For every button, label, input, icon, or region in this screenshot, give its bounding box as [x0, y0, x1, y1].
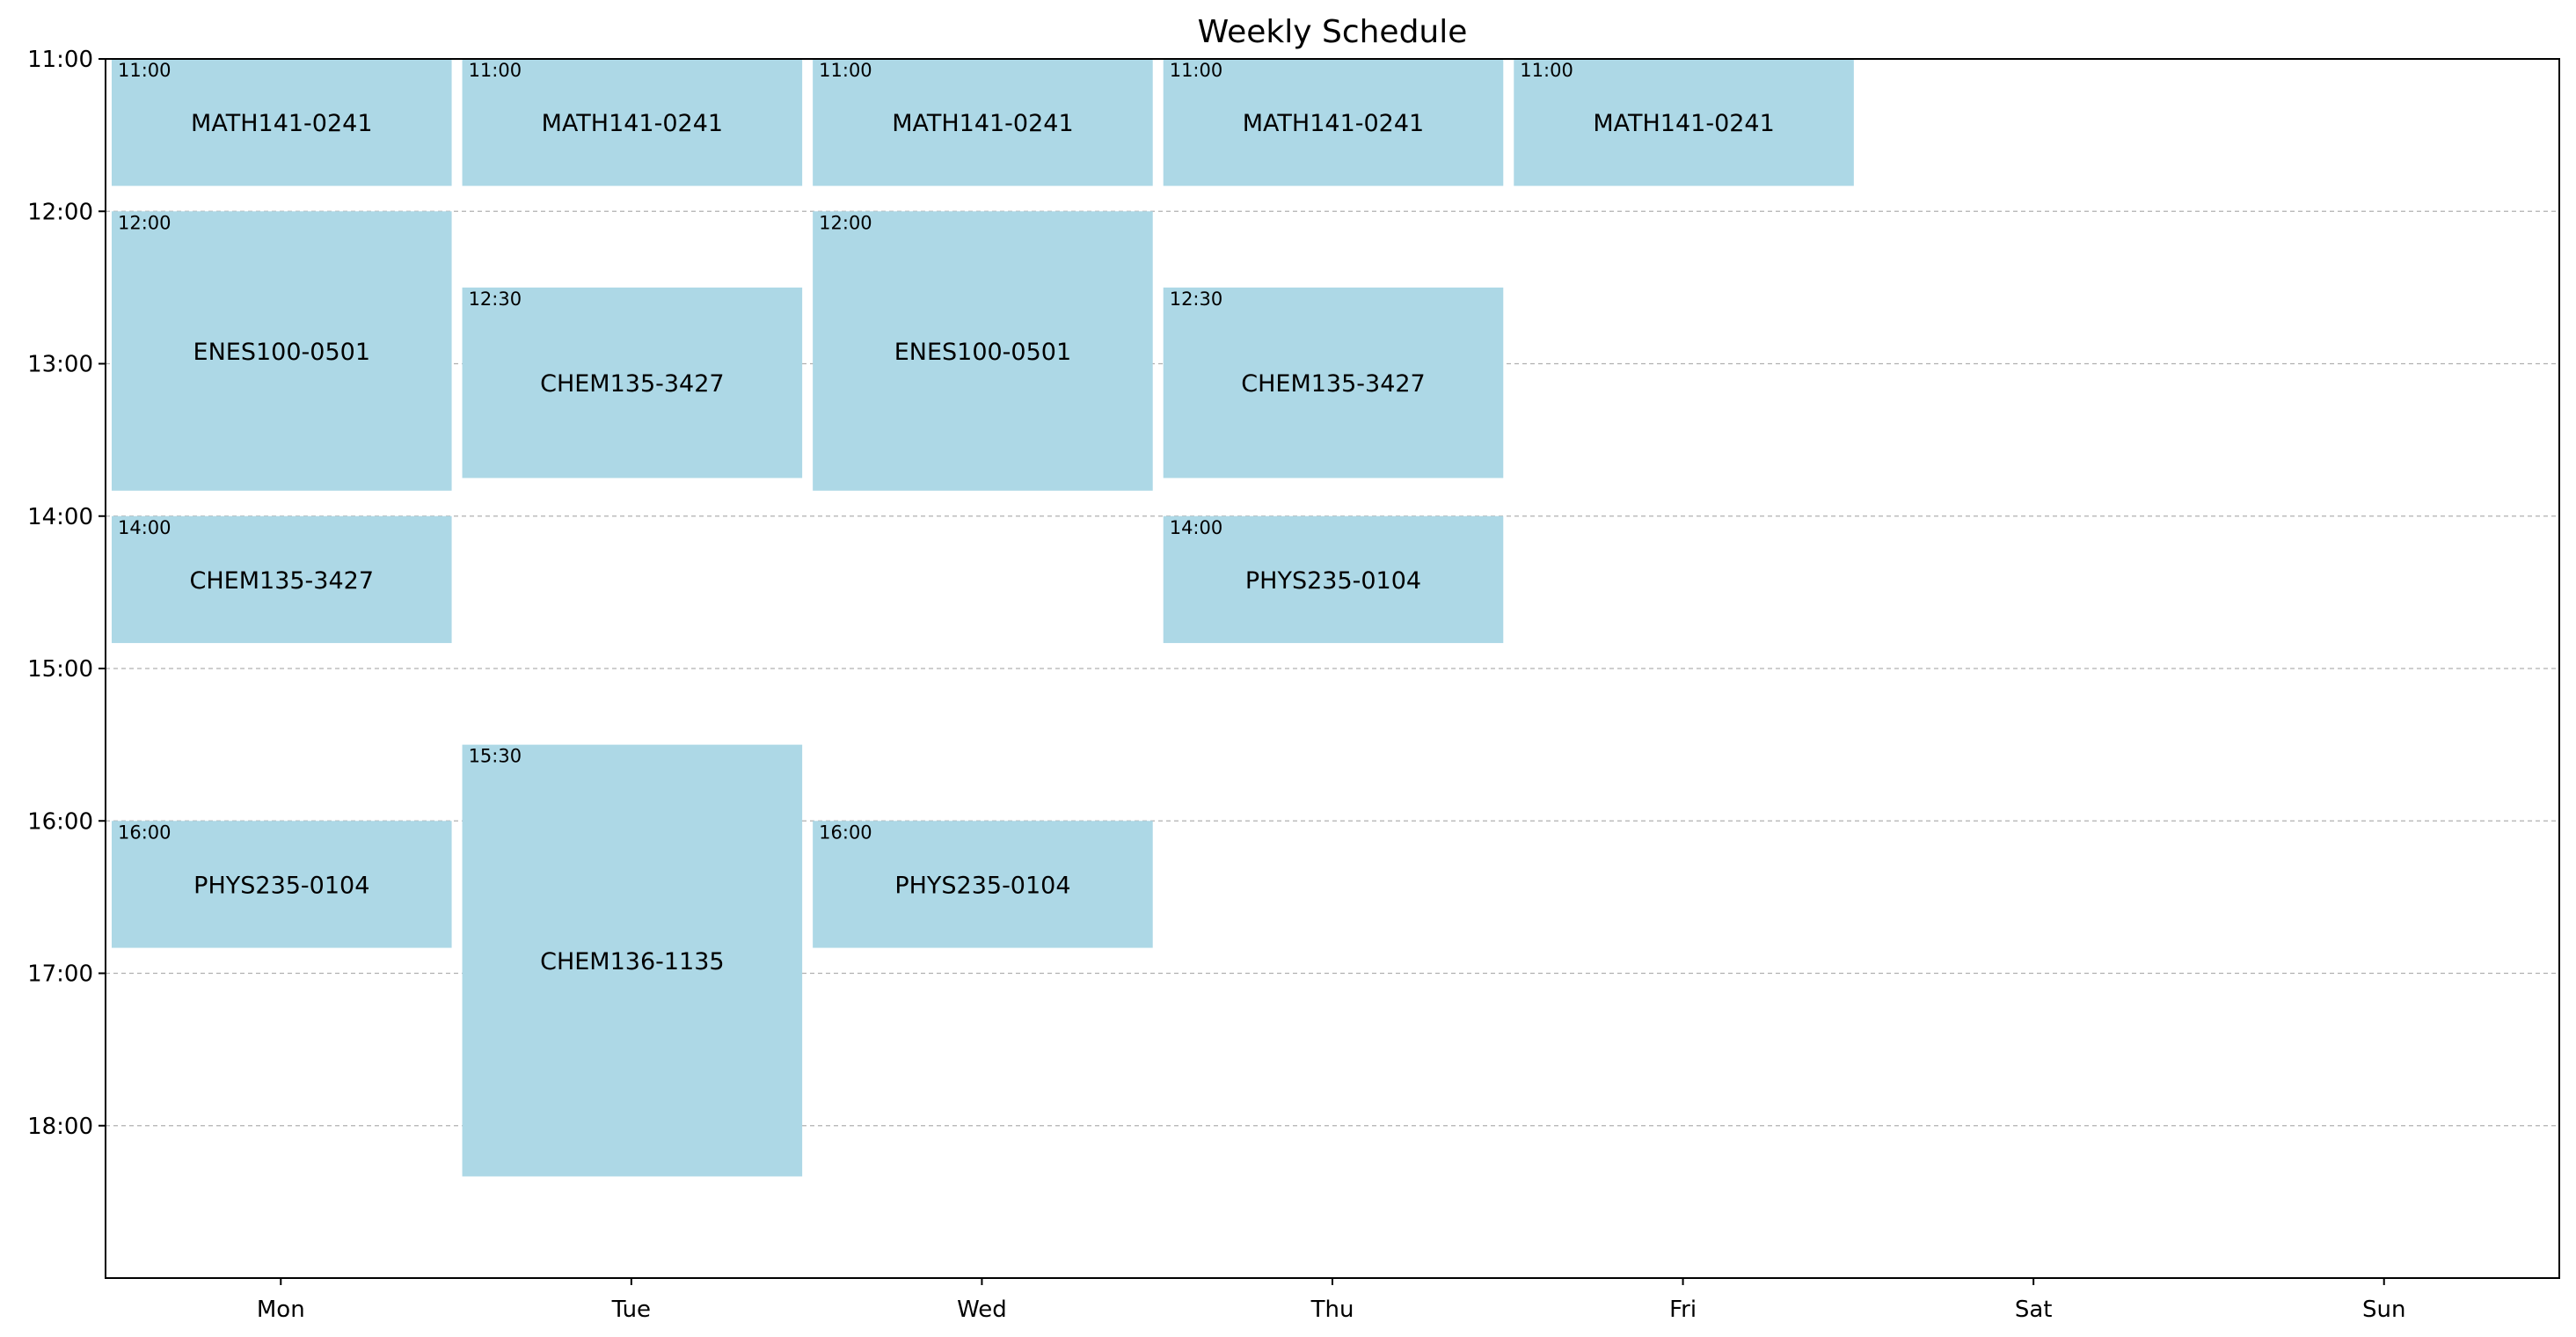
x-tick-label-sat: Sat: [2015, 1297, 2053, 1323]
x-tick-label-thu: Thu: [1310, 1297, 1354, 1323]
event-block[interactable]: 12:30 CHEM135-3427: [1163, 287, 1504, 479]
event-start-label: 14:00: [118, 517, 171, 538]
y-tick-label: 15:00: [27, 656, 93, 683]
y-tick-label: 17:00: [27, 961, 93, 988]
chart-title: Weekly Schedule: [1198, 14, 1468, 50]
event-block[interactable]: 11:00 MATH141-0241: [1163, 59, 1504, 186]
x-tick-label-mon: Mon: [257, 1297, 305, 1323]
y-tick-label: 12:00: [27, 199, 93, 225]
event-start-label: 11:00: [469, 60, 522, 81]
event-start-label: 12:00: [118, 212, 171, 233]
event-block[interactable]: 16:00 PHYS235-0104: [112, 821, 452, 948]
event-block[interactable]: 12:30 CHEM135-3427: [462, 287, 803, 479]
event-rect[interactable]: [112, 515, 452, 644]
x-tick-label-fri: Fri: [1669, 1297, 1697, 1323]
event-start-label: 12:30: [1170, 289, 1223, 310]
event-course-label: MATH141-0241: [542, 110, 723, 137]
event-rect[interactable]: [813, 59, 1153, 186]
x-tick-label-tue: Tue: [611, 1297, 651, 1323]
event-start-label: 12:00: [819, 212, 872, 233]
event-rect[interactable]: [1163, 515, 1504, 644]
event-rect[interactable]: [112, 59, 452, 186]
event-course-label: MATH141-0241: [1593, 110, 1774, 137]
y-tick-label: 14:00: [27, 504, 93, 530]
event-rect[interactable]: [112, 211, 452, 491]
event-course-label: ENES100-0501: [193, 339, 370, 366]
event-start-label: 14:00: [1170, 517, 1223, 538]
events-layer: 11:00 MATH141-0241 12:00 ENES100-0501 14:00 C…: [112, 59, 1854, 1177]
event-rect[interactable]: [112, 821, 452, 948]
event-block[interactable]: 14:00 PHYS235-0104: [1163, 515, 1504, 644]
x-tick-label-sun: Sun: [2362, 1297, 2405, 1323]
event-rect[interactable]: [462, 59, 803, 186]
event-block[interactable]: 14:00 CHEM135-3427: [112, 515, 452, 644]
y-tick-label: 16:00: [27, 808, 93, 835]
event-start-label: 11:00: [118, 60, 171, 81]
event-course-label: PHYS235-0104: [894, 872, 1070, 899]
event-rect[interactable]: [462, 744, 803, 1177]
event-course-label: MATH141-0241: [191, 110, 372, 137]
event-rect[interactable]: [1514, 59, 1854, 186]
y-tick-label: 18:00: [27, 1114, 93, 1140]
event-block[interactable]: 16:00 PHYS235-0104: [813, 821, 1153, 948]
event-course-label: PHYS235-0104: [193, 872, 369, 899]
event-block[interactable]: 15:30 CHEM136-1135: [462, 744, 803, 1177]
event-block[interactable]: 11:00 MATH141-0241: [462, 59, 803, 186]
event-start-label: 11:00: [819, 60, 872, 81]
event-course-label: MATH141-0241: [892, 110, 1073, 137]
event-block[interactable]: 11:00 MATH141-0241: [112, 59, 452, 186]
event-start-label: 16:00: [118, 822, 171, 843]
event-rect[interactable]: [462, 287, 803, 479]
event-course-label: MATH141-0241: [1243, 110, 1424, 137]
event-course-label: CHEM135-3427: [1241, 370, 1426, 398]
event-start-label: 11:00: [1170, 60, 1223, 81]
axes: 11:00 12:00 13:00 14:00 15:00 16:00 17:00 18:00…: [27, 47, 2405, 1323]
event-course-label: PHYS235-0104: [1245, 567, 1421, 595]
event-block[interactable]: 11:00 MATH141-0241: [813, 59, 1153, 186]
event-course-label: CHEM135-3427: [190, 567, 375, 595]
event-rect[interactable]: [813, 211, 1153, 491]
event-block[interactable]: 11:00 MATH141-0241: [1514, 59, 1854, 186]
event-block[interactable]: 12:00 ENES100-0501: [813, 211, 1153, 491]
event-rect[interactable]: [1163, 287, 1504, 479]
event-course-label: CHEM136-1135: [540, 948, 725, 975]
y-tick-label: 11:00: [27, 47, 93, 73]
x-tick-label-wed: Wed: [957, 1297, 1007, 1323]
event-start-label: 16:00: [819, 822, 872, 843]
event-start-label: 12:30: [469, 289, 522, 310]
event-course-label: ENES100-0501: [894, 339, 1071, 366]
event-block[interactable]: 12:00 ENES100-0501: [112, 211, 452, 491]
event-start-label: 11:00: [1520, 60, 1573, 81]
event-start-label: 15:30: [469, 746, 522, 767]
y-tick-label: 13:00: [27, 352, 93, 378]
event-course-label: CHEM135-3427: [540, 370, 725, 398]
event-rect[interactable]: [813, 821, 1153, 948]
event-rect[interactable]: [1163, 59, 1504, 186]
